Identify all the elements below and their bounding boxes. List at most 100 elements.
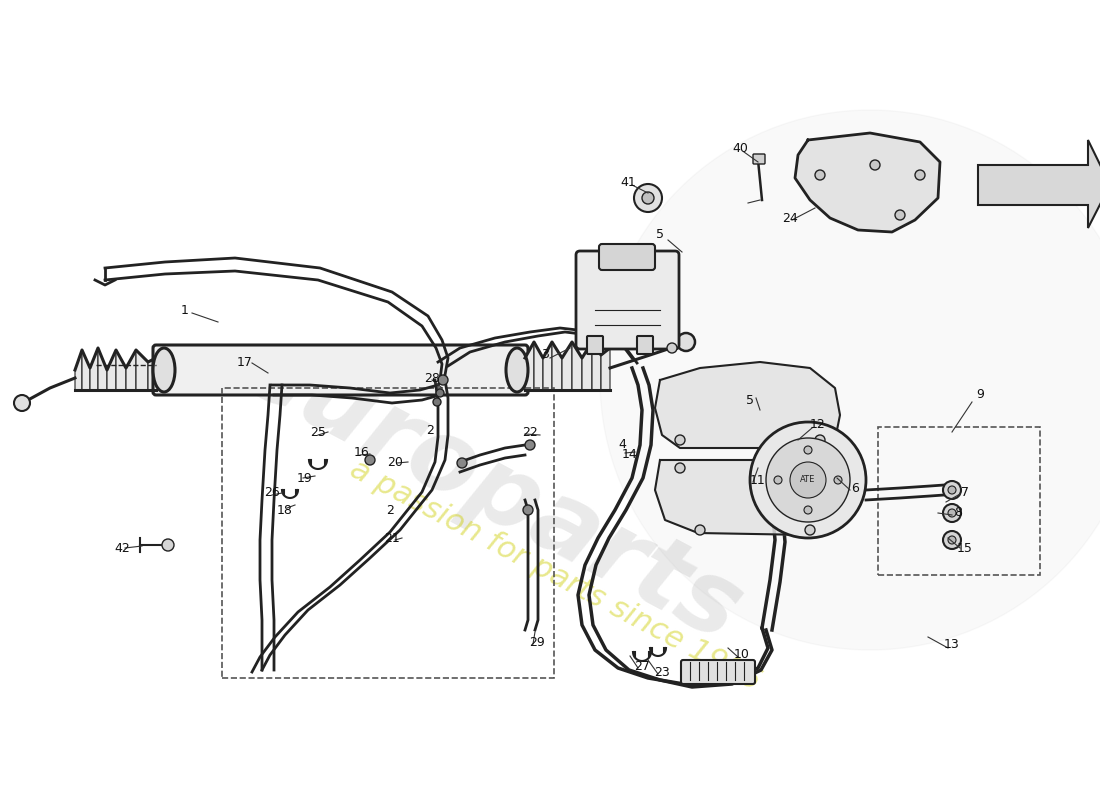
Circle shape (14, 395, 30, 411)
FancyBboxPatch shape (587, 336, 603, 354)
Circle shape (634, 184, 662, 212)
Polygon shape (562, 342, 572, 390)
Text: 2: 2 (386, 503, 394, 517)
Text: 17: 17 (238, 355, 253, 369)
Circle shape (870, 160, 880, 170)
Polygon shape (116, 350, 127, 390)
Text: 16: 16 (354, 446, 370, 459)
Text: 24: 24 (782, 211, 797, 225)
Circle shape (804, 506, 812, 514)
Polygon shape (525, 342, 533, 390)
Polygon shape (543, 342, 552, 390)
Circle shape (642, 192, 654, 204)
Circle shape (766, 438, 850, 522)
Polygon shape (572, 342, 582, 390)
Circle shape (675, 435, 685, 445)
Text: 5: 5 (746, 394, 754, 406)
Circle shape (943, 531, 961, 549)
Polygon shape (654, 362, 840, 448)
Circle shape (815, 463, 825, 473)
Circle shape (365, 455, 375, 465)
Circle shape (600, 110, 1100, 650)
Circle shape (790, 462, 826, 498)
Circle shape (804, 446, 812, 454)
Text: 9: 9 (976, 389, 983, 402)
Circle shape (943, 504, 961, 522)
Circle shape (525, 440, 535, 450)
Text: 21: 21 (384, 531, 400, 545)
Circle shape (948, 486, 956, 494)
Circle shape (667, 343, 676, 353)
FancyBboxPatch shape (681, 660, 755, 684)
Text: 10: 10 (734, 649, 750, 662)
Text: 4: 4 (618, 438, 626, 451)
Text: 13: 13 (944, 638, 960, 651)
Text: 26: 26 (264, 486, 279, 499)
Text: 27: 27 (634, 661, 650, 674)
Polygon shape (90, 348, 98, 390)
Text: europarts: europarts (223, 318, 757, 662)
Polygon shape (98, 348, 107, 390)
FancyBboxPatch shape (576, 251, 679, 349)
Text: 7: 7 (961, 486, 969, 498)
Text: 20: 20 (387, 455, 403, 469)
Circle shape (433, 398, 441, 406)
Polygon shape (795, 133, 940, 232)
Ellipse shape (153, 348, 175, 392)
Text: ATE: ATE (801, 475, 816, 485)
Circle shape (834, 476, 842, 484)
Circle shape (774, 476, 782, 484)
Polygon shape (582, 342, 592, 390)
Text: 18: 18 (277, 503, 293, 517)
Polygon shape (978, 140, 1100, 228)
Circle shape (675, 463, 685, 473)
Circle shape (915, 170, 925, 180)
Circle shape (815, 170, 825, 180)
Polygon shape (601, 348, 610, 390)
Text: 19: 19 (297, 471, 312, 485)
Text: 22: 22 (522, 426, 538, 438)
Polygon shape (75, 350, 82, 390)
FancyBboxPatch shape (637, 336, 653, 354)
Circle shape (895, 210, 905, 220)
Text: 12: 12 (810, 418, 826, 431)
Circle shape (438, 375, 448, 385)
Circle shape (522, 505, 534, 515)
Circle shape (948, 509, 956, 517)
Text: 28: 28 (425, 371, 440, 385)
Text: a passion for parts since 1985: a passion for parts since 1985 (344, 454, 766, 696)
Text: 1: 1 (182, 303, 189, 317)
Ellipse shape (506, 348, 528, 392)
Text: 15: 15 (957, 542, 972, 554)
Polygon shape (136, 350, 149, 390)
Text: 8: 8 (954, 506, 962, 519)
Text: 3: 3 (541, 349, 549, 362)
Polygon shape (107, 350, 116, 390)
Circle shape (815, 435, 825, 445)
Text: 14: 14 (623, 449, 638, 462)
FancyBboxPatch shape (153, 345, 528, 395)
FancyBboxPatch shape (754, 154, 764, 164)
Text: 23: 23 (654, 666, 670, 678)
Text: 41: 41 (620, 177, 636, 190)
Text: 2: 2 (426, 423, 433, 437)
Text: 25: 25 (310, 426, 326, 439)
Polygon shape (552, 342, 562, 390)
Text: 6: 6 (851, 482, 859, 494)
Circle shape (750, 422, 866, 538)
Polygon shape (82, 350, 90, 390)
Text: 40: 40 (733, 142, 748, 154)
Circle shape (676, 333, 695, 351)
Circle shape (943, 481, 961, 499)
Polygon shape (126, 350, 136, 390)
FancyBboxPatch shape (600, 244, 654, 270)
Text: 11: 11 (750, 474, 766, 486)
Circle shape (456, 458, 468, 468)
Polygon shape (592, 342, 601, 390)
Polygon shape (534, 342, 543, 390)
Circle shape (436, 389, 444, 397)
Text: 29: 29 (529, 637, 544, 650)
Circle shape (948, 536, 956, 544)
Text: 5: 5 (656, 229, 664, 242)
Circle shape (162, 539, 174, 551)
